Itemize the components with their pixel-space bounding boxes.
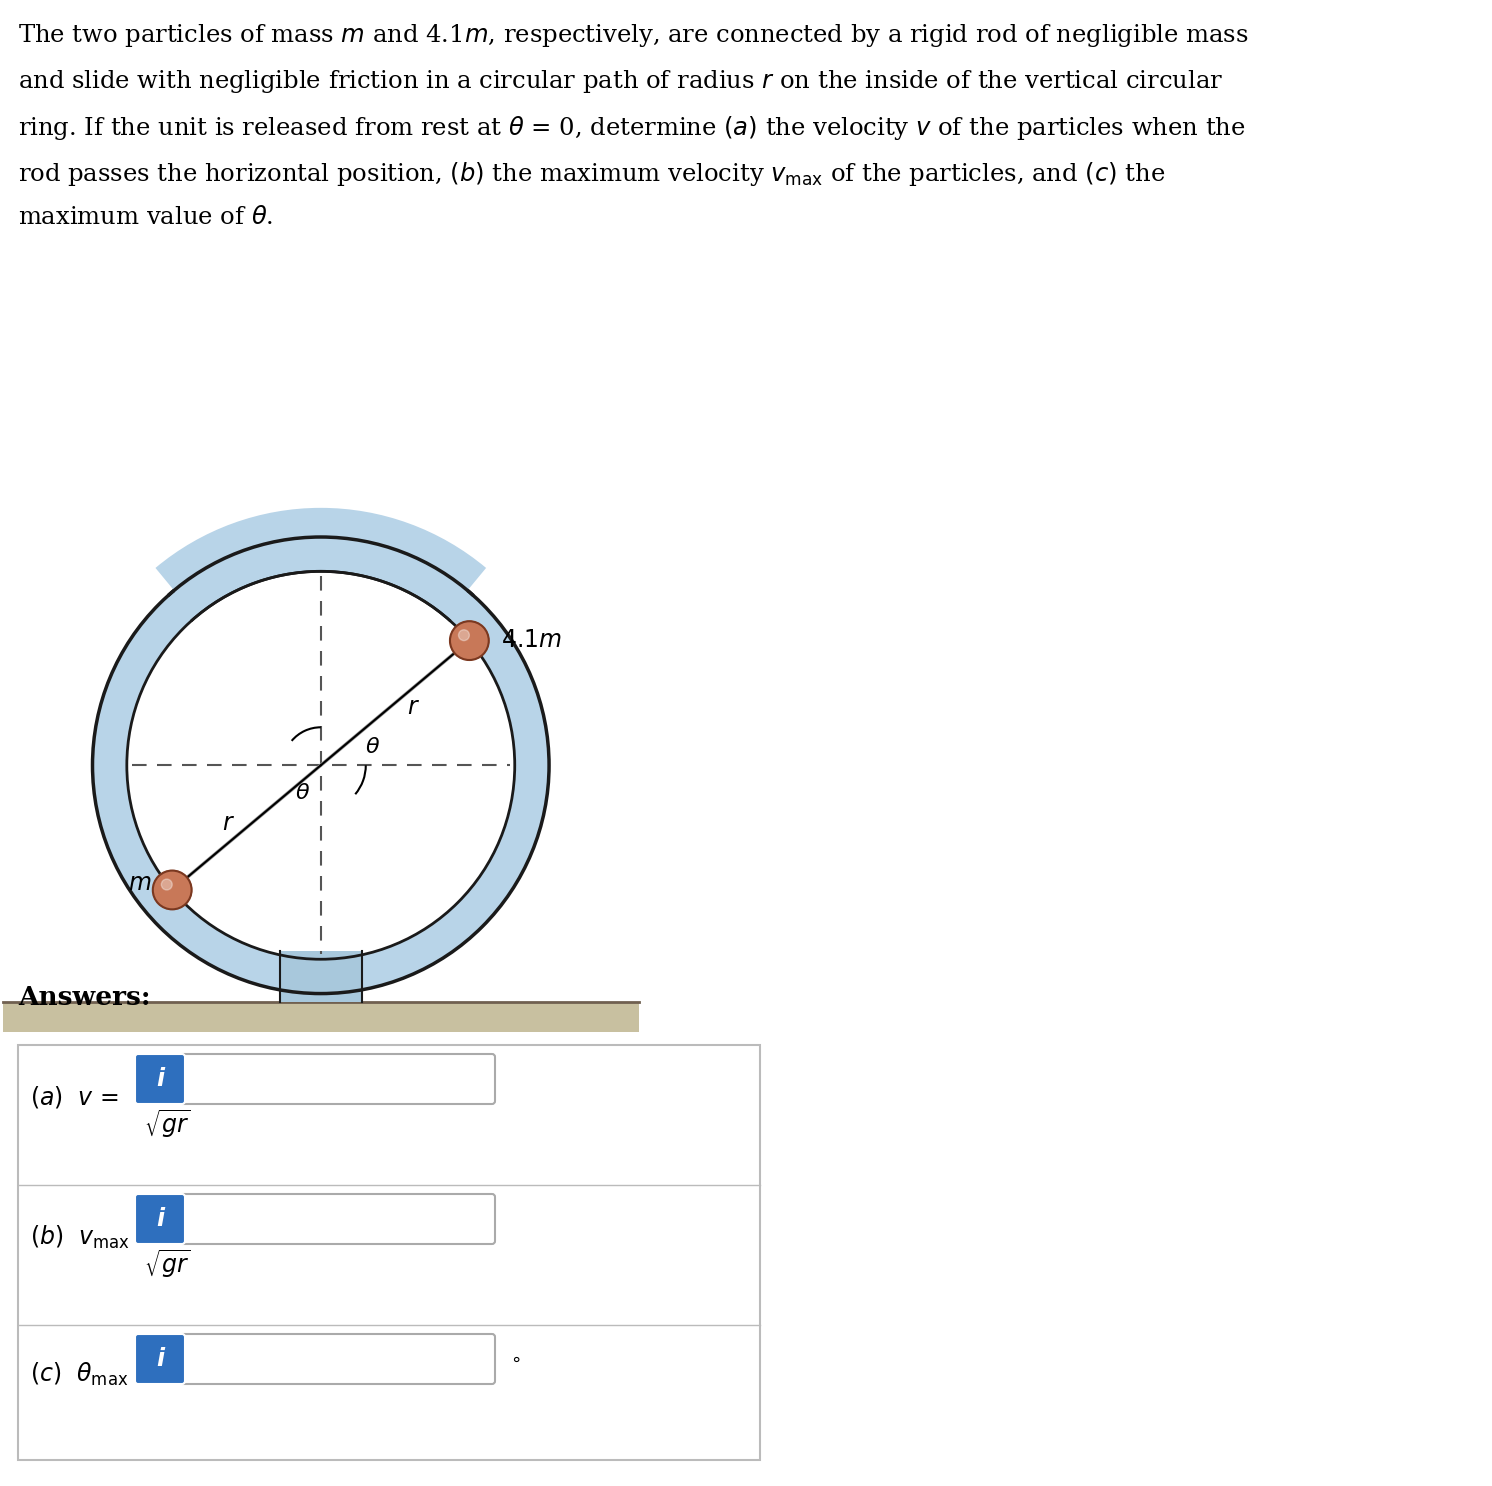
FancyBboxPatch shape [179,1054,495,1104]
Text: Answers:: Answers: [18,985,151,1010]
Text: $(c)$  $\theta_{\mathrm{max}}$ =: $(c)$ $\theta_{\mathrm{max}}$ = [30,1361,155,1388]
Text: $(a)$  $v$ =: $(a)$ $v$ = [30,1083,119,1110]
Text: maximum value of $\theta$.: maximum value of $\theta$. [18,207,273,229]
Text: $\sqrt{gr}$: $\sqrt{gr}$ [145,1107,191,1140]
Circle shape [127,571,515,960]
Text: i: i [157,1067,164,1091]
Text: The two particles of mass $m$ and 4.1$m$, respectively, are connected by a rigid: The two particles of mass $m$ and 4.1$m$… [18,22,1249,49]
Text: $\theta$: $\theta$ [295,782,310,804]
Circle shape [451,621,489,660]
FancyBboxPatch shape [134,1054,185,1104]
Text: $\theta$: $\theta$ [366,736,380,758]
Bar [18,1045,759,1461]
Circle shape [458,630,470,640]
Circle shape [152,871,191,909]
Text: rod passes the horizontal position, $(b)$ the maximum velocity $v_{\mathrm{max}}: rod passes the horizontal position, $(b)… [18,160,1165,189]
Text: $\circ$: $\circ$ [510,1349,521,1369]
Circle shape [161,880,172,890]
Text: i: i [157,1346,164,1372]
Bar [3,1002,639,1031]
FancyBboxPatch shape [134,1334,185,1383]
Circle shape [93,536,549,994]
Text: $r$: $r$ [222,813,234,835]
Text: $\sqrt{gr}$: $\sqrt{gr}$ [145,1247,191,1279]
FancyBboxPatch shape [179,1193,495,1244]
Bar [280,951,361,1002]
Text: and slide with negligible friction in a circular path of radius $r$ on the insid: and slide with negligible friction in a … [18,68,1223,95]
Text: $r$: $r$ [407,697,419,719]
Text: $m$: $m$ [128,872,152,896]
FancyBboxPatch shape [134,1193,185,1244]
Text: i: i [157,1207,164,1230]
Text: $4.1m$: $4.1m$ [501,629,562,652]
FancyBboxPatch shape [179,1334,495,1383]
Text: $(b)$  $v_{\mathrm{max}}$ =: $(b)$ $v_{\mathrm{max}}$ = [30,1223,157,1251]
Text: ring. If the unit is released from rest at $\theta$ = 0, determine $(a)$ the vel: ring. If the unit is released from rest … [18,114,1246,143]
